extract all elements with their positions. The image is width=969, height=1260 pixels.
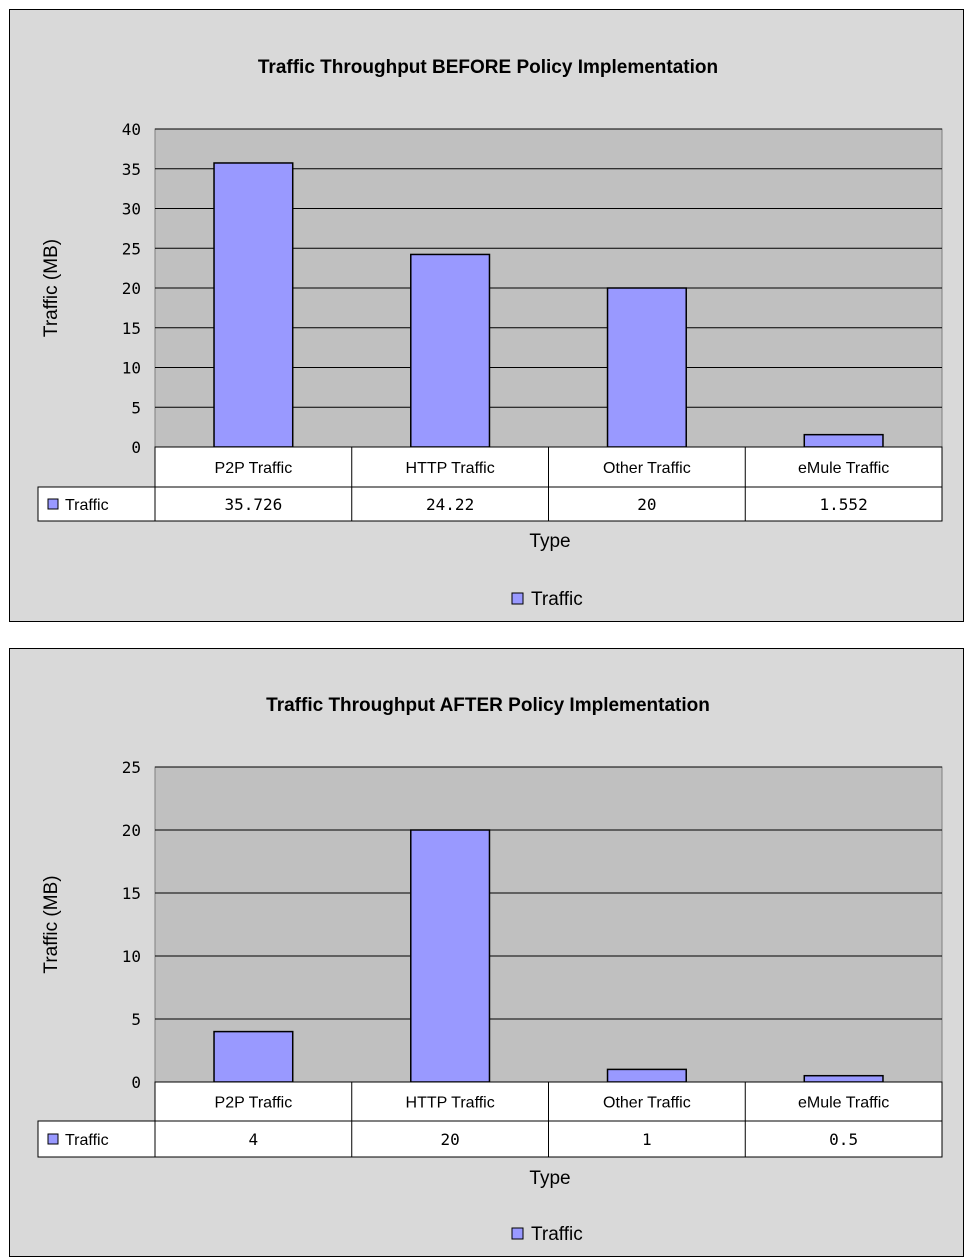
bar-http-traffic xyxy=(410,253,491,448)
table-value-label: 20 xyxy=(637,495,656,514)
bar-emule-traffic xyxy=(803,433,884,448)
table-category-label: eMule Traffic xyxy=(798,460,889,477)
chart-svg-before: Traffic Throughput BEFORE Policy Impleme… xyxy=(37,57,943,610)
plot-area xyxy=(154,766,943,1083)
data-table: P2P Traffic 35.726 HTTP Traffic 24.22 Other … xyxy=(37,446,943,522)
table-value-label: 20 xyxy=(440,1130,459,1149)
table-value-row xyxy=(37,486,943,522)
y-tick-label: 30 xyxy=(122,200,141,219)
table-category-label: eMule Traffic xyxy=(798,1095,889,1112)
table-value-label: 24.22 xyxy=(426,495,474,514)
bar-emule-traffic xyxy=(803,1074,884,1083)
y-tick-label: 40 xyxy=(122,120,141,139)
bar-other-traffic xyxy=(606,1068,687,1083)
chart-title: Traffic Throughput BEFORE Policy Impleme… xyxy=(258,57,718,78)
legend-label: Traffic xyxy=(531,1224,583,1245)
y-tick-label: 20 xyxy=(122,821,141,840)
y-tick-label: 20 xyxy=(122,279,141,298)
table-category-label: P2P Traffic xyxy=(215,1095,293,1112)
y-tick-label: 15 xyxy=(122,884,141,903)
table-value-label: 4 xyxy=(249,1130,259,1149)
table-category-label: HTTP Traffic xyxy=(406,1095,495,1112)
y-tick-label: 0 xyxy=(131,1073,141,1092)
table-category-label: Other Traffic xyxy=(603,1095,691,1112)
legend-swatch xyxy=(511,592,524,605)
table-legend-key xyxy=(47,498,59,510)
table-category-label: P2P Traffic xyxy=(215,460,293,477)
table-series-label: Traffic xyxy=(65,497,109,514)
y-tick-label: 15 xyxy=(122,319,141,338)
data-table: P2P Traffic 4 HTTP Traffic 20 Other Traffic 1… xyxy=(37,1081,943,1158)
chart-svg-after: Traffic Throughput AFTER Policy Implemen… xyxy=(37,695,943,1245)
table-value-label: 1.552 xyxy=(820,495,868,514)
y-tick-label: 5 xyxy=(131,1010,141,1029)
chart-panel-before: Traffic Throughput BEFORE Policy Impleme… xyxy=(9,9,964,622)
x-axis-title: Type xyxy=(529,531,570,552)
y-tick-label: 25 xyxy=(122,239,141,258)
y-tick-label: 25 xyxy=(122,758,141,777)
table-value-label: 1 xyxy=(642,1130,652,1149)
legend-label: Traffic xyxy=(531,589,583,610)
chart-title: Traffic Throughput AFTER Policy Implemen… xyxy=(266,695,710,716)
y-tick-label: 35 xyxy=(122,160,141,179)
table-value-row xyxy=(37,1120,943,1158)
y-tick-label: 5 xyxy=(131,398,141,417)
x-axis-title: Type xyxy=(529,1168,570,1189)
y-tick-label: 10 xyxy=(122,947,141,966)
legend: Traffic xyxy=(511,1224,583,1245)
table-category-label: Other Traffic xyxy=(603,460,691,477)
table-value-label: 35.726 xyxy=(224,495,282,514)
legend: Traffic xyxy=(511,589,583,610)
y-axis-title: Traffic (MB) xyxy=(41,239,62,337)
bar-other-traffic xyxy=(606,287,687,448)
y-axis-title: Traffic (MB) xyxy=(41,875,62,973)
bar-http-traffic xyxy=(410,829,491,1083)
y-tick-label: 10 xyxy=(122,359,141,378)
bar-p2p-traffic xyxy=(213,162,294,448)
y-tick-label: 0 xyxy=(131,438,141,457)
table-category-label: HTTP Traffic xyxy=(406,460,495,477)
table-value-label: 0.5 xyxy=(829,1130,858,1149)
legend-swatch xyxy=(511,1227,524,1240)
table-legend-key xyxy=(47,1133,59,1145)
chart-panel-after: Traffic Throughput AFTER Policy Implemen… xyxy=(9,648,964,1257)
table-series-label: Traffic xyxy=(65,1132,109,1149)
bar-p2p-traffic xyxy=(213,1030,294,1083)
